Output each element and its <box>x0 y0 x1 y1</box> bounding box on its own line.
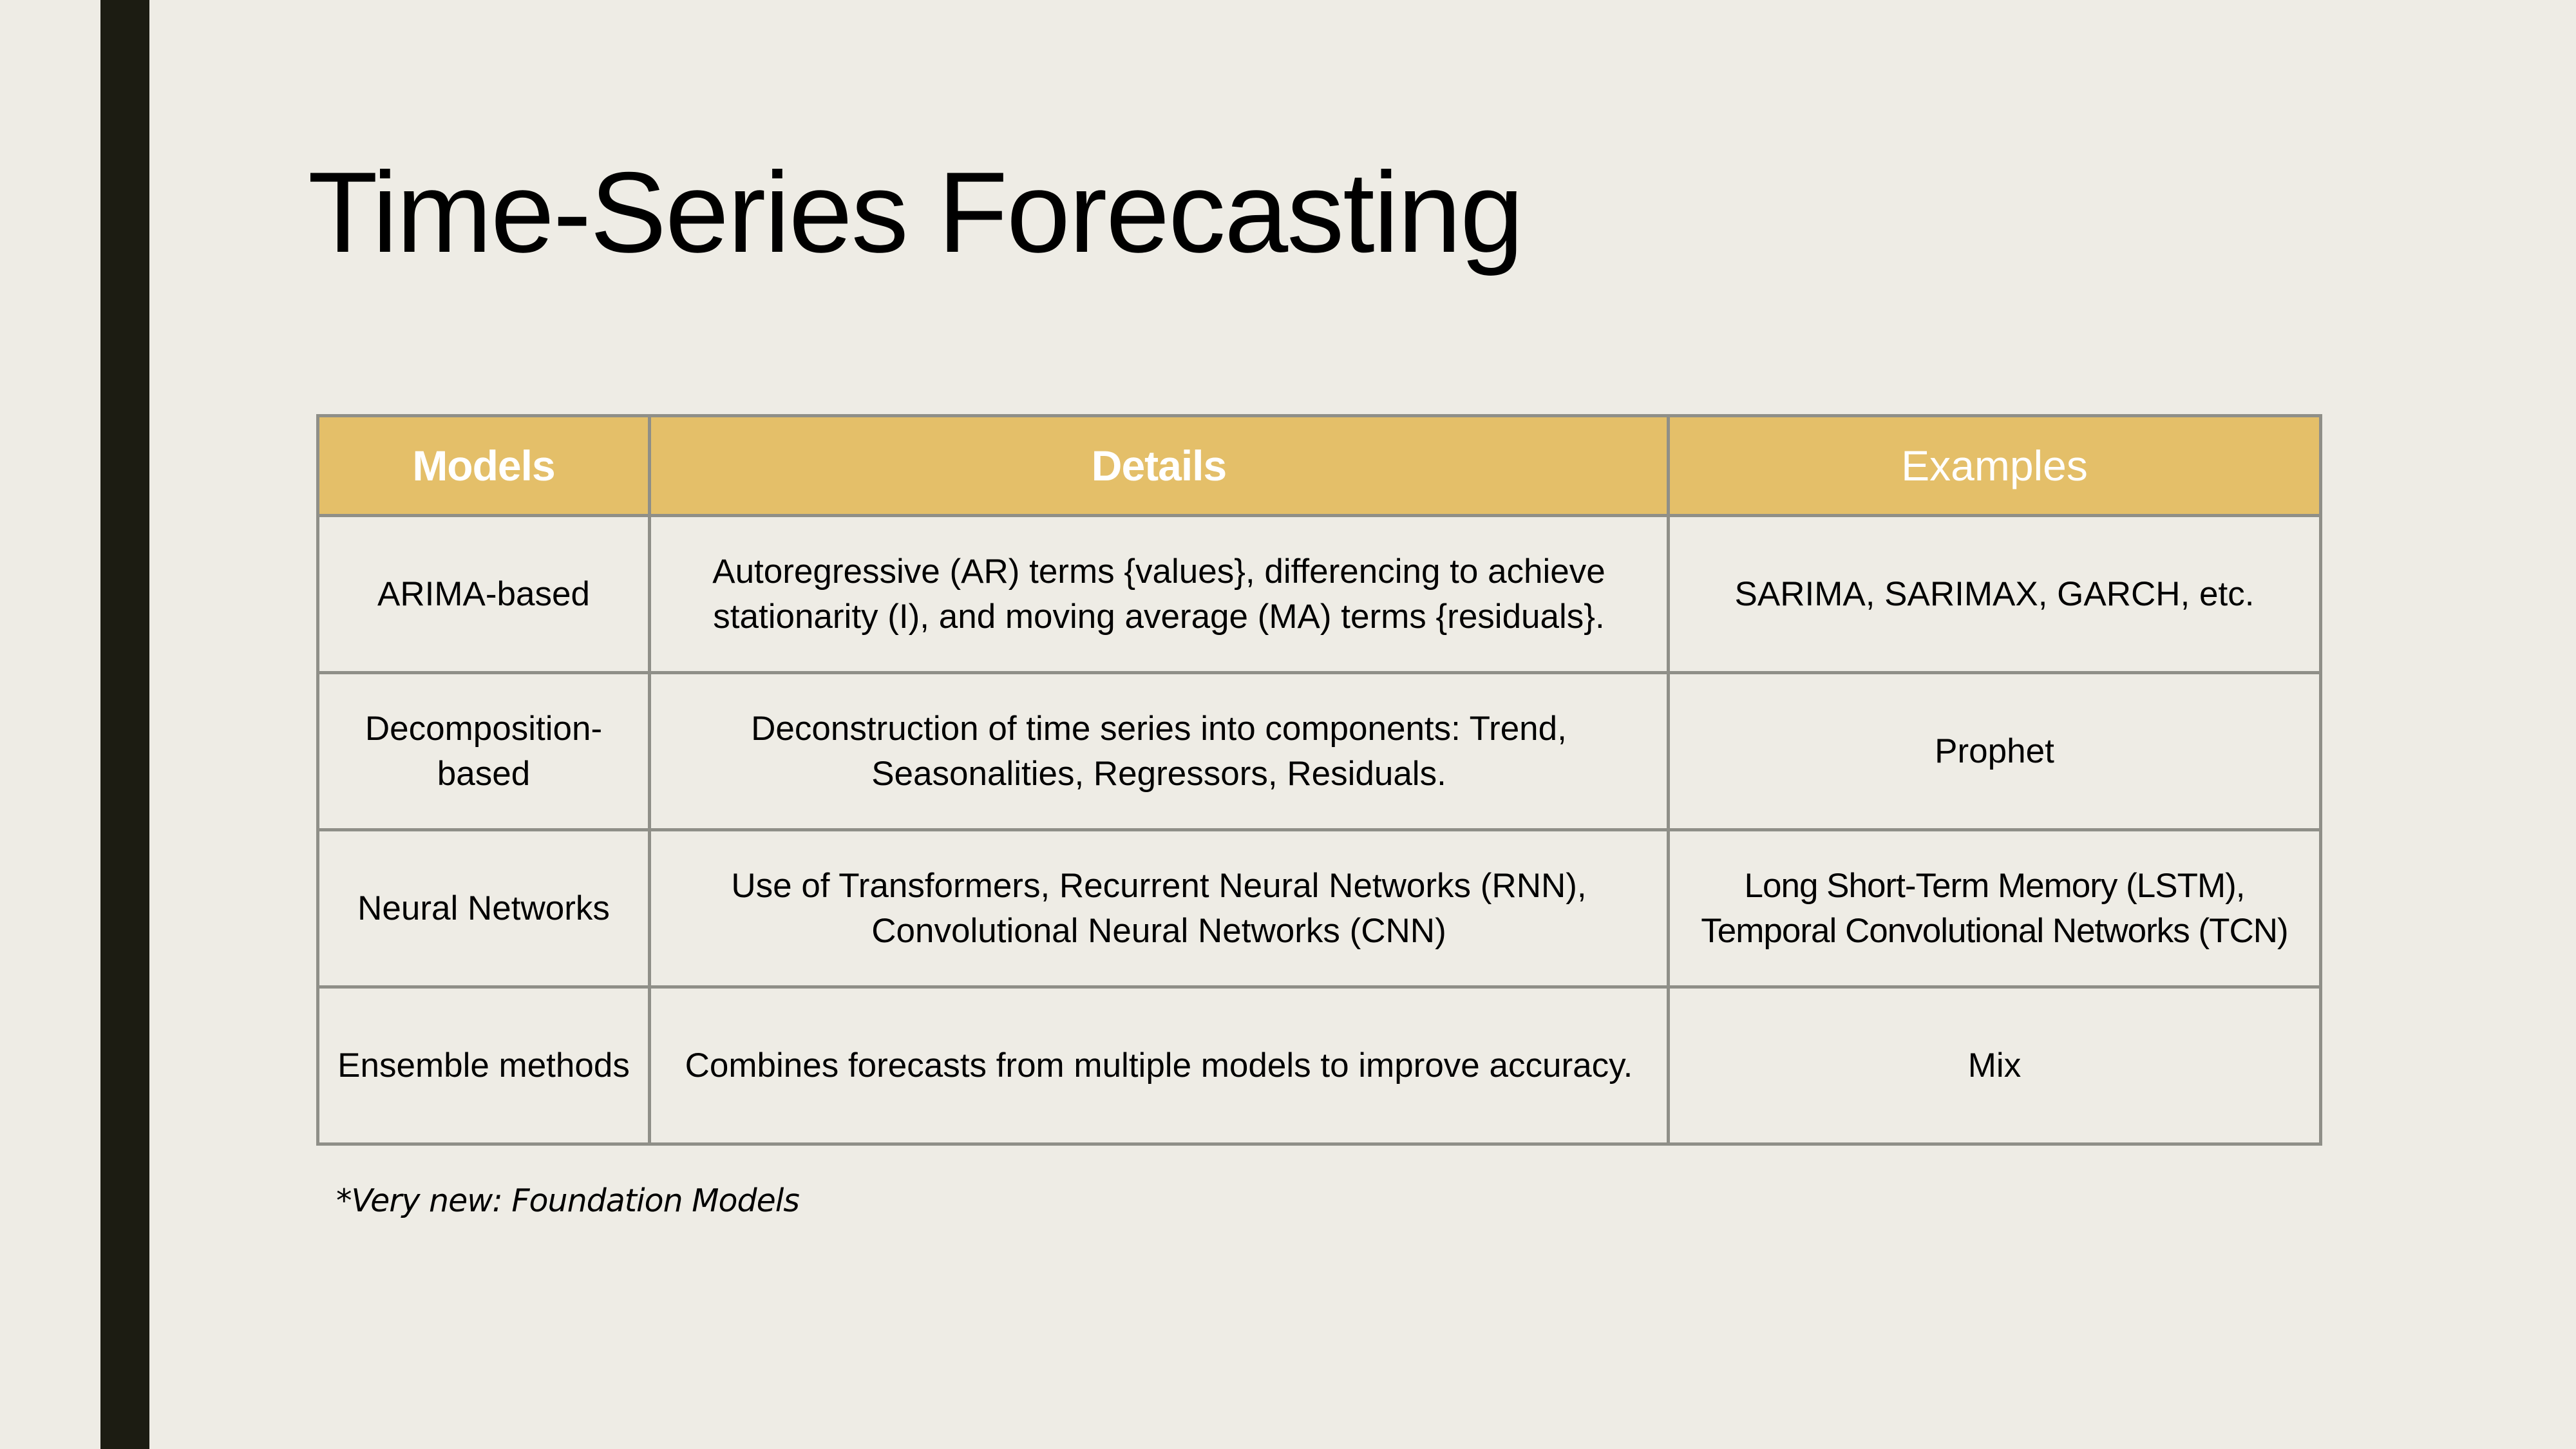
footnote: *Very new: Foundation Models <box>336 1182 800 1219</box>
table-row: ARIMA-based Autoregressive (AR) terms {v… <box>316 514 2322 674</box>
examples-cell: Prophet <box>1667 671 2322 831</box>
table-row: Ensemble methods Combines forecasts from… <box>316 985 2322 1146</box>
details-cell: Use of Transformers, Recurrent Neural Ne… <box>648 828 1670 989</box>
details-cell: Combines forecasts from multiple models … <box>648 985 1670 1146</box>
table-row: Neural Networks Use of Transformers, Rec… <box>316 828 2322 989</box>
examples-cell: Mix <box>1667 985 2322 1146</box>
header-models: Models <box>316 414 651 517</box>
examples-cell: SARIMA, SARIMAX, GARCH, etc. <box>1667 514 2322 674</box>
left-accent-bar <box>100 0 149 1449</box>
slide-title: Time-Series Forecasting <box>308 148 1524 276</box>
model-cell: Ensemble methods <box>316 985 651 1146</box>
models-table: Models Details Examples ARIMA-based Auto… <box>316 414 2322 1146</box>
model-cell: ARIMA-based <box>316 514 651 674</box>
header-details: Details <box>648 414 1670 517</box>
table-header-row: Models Details Examples <box>316 414 2322 517</box>
examples-cell: Long Short-Term Memory (LSTM), Temporal … <box>1667 828 2322 989</box>
details-cell: Deconstruction of time series into compo… <box>648 671 1670 831</box>
table-row: Decomposition-based Deconstruction of ti… <box>316 671 2322 831</box>
model-cell: Decomposition-based <box>316 671 651 831</box>
header-examples: Examples <box>1667 414 2322 517</box>
details-cell: Autoregressive (AR) terms {values}, diff… <box>648 514 1670 674</box>
model-cell: Neural Networks <box>316 828 651 989</box>
